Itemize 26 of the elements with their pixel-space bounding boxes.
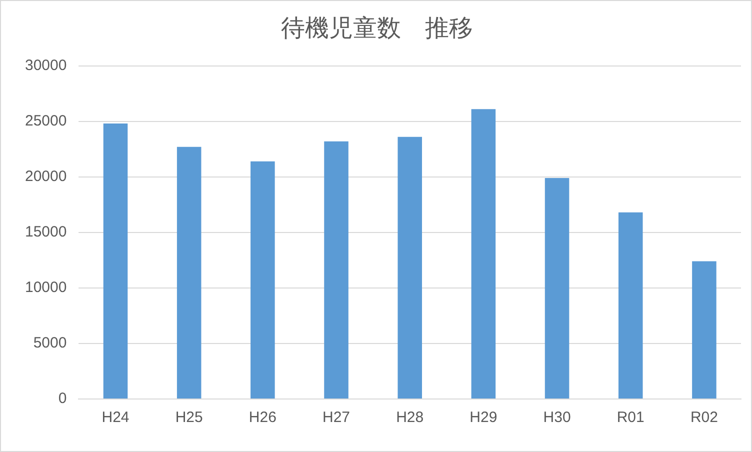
bar <box>692 261 716 398</box>
x-tick-label: H25 <box>175 409 203 426</box>
x-tick-label: H29 <box>470 409 498 426</box>
bar <box>176 146 202 398</box>
x-tick-label: H28 <box>396 409 424 426</box>
y-tick-label: 15000 <box>24 224 67 241</box>
bar <box>618 212 643 398</box>
y-tick-label: 20000 <box>24 168 67 186</box>
x-tick-label: R01 <box>616 409 644 426</box>
bar <box>471 109 496 398</box>
chart-title: 待機児童数 推移 <box>281 15 473 42</box>
y-tick-label: 30000 <box>24 56 67 74</box>
x-tick-label: H24 <box>102 409 130 426</box>
bar <box>398 136 422 398</box>
x-tick-label: R02 <box>690 409 718 426</box>
y-tick-label: 5000 <box>33 334 67 352</box>
x-tick-label: H26 <box>248 409 276 426</box>
y-tick-label: 25000 <box>24 112 67 130</box>
y-tick-label: 10000 <box>24 279 67 296</box>
x-tick-label: H27 <box>322 409 350 426</box>
x-tick-label: H30 <box>543 409 571 426</box>
bar <box>250 161 275 398</box>
y-tick-label: 0 <box>58 390 67 408</box>
bar <box>103 124 128 398</box>
bar <box>544 178 570 398</box>
bar <box>324 141 348 398</box>
